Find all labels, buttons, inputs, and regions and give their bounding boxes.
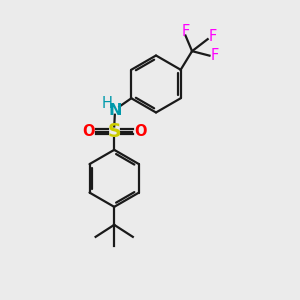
Text: F: F [210,48,218,63]
Text: N: N [108,103,122,118]
Text: O: O [82,124,95,139]
Text: H: H [102,96,113,111]
Text: S: S [107,122,121,141]
Text: O: O [134,124,146,139]
Text: F: F [208,28,217,44]
Text: F: F [182,24,190,39]
